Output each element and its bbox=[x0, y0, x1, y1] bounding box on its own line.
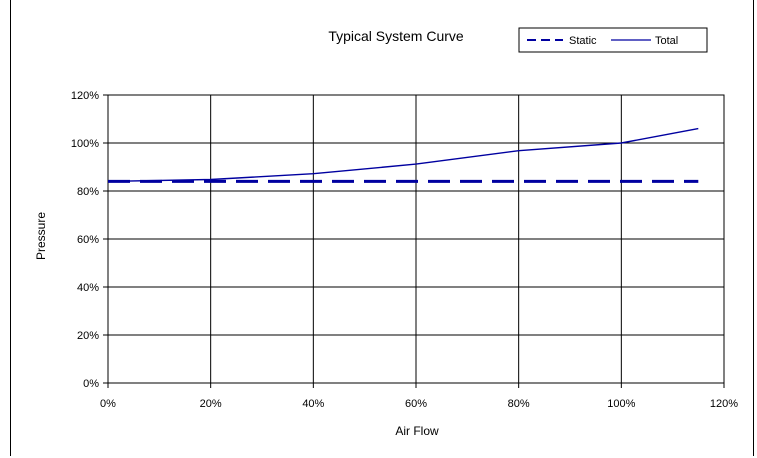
chart-title: Typical System Curve bbox=[328, 28, 464, 44]
legend-static-label: Static bbox=[569, 35, 597, 47]
y-tick-label: 0% bbox=[83, 378, 99, 390]
series-line-total bbox=[107, 127, 699, 183]
x-tick-label: 0% bbox=[100, 398, 116, 410]
legend-total-label: Total bbox=[655, 35, 678, 47]
y-tick-label: 100% bbox=[71, 138, 99, 150]
y-tick-label: 60% bbox=[77, 234, 99, 246]
x-tick-label: 40% bbox=[302, 398, 324, 410]
grid bbox=[103, 94, 725, 388]
tick-labels: 0% 20% 40% 60% 80% 100% 120% 0% 20% 40% 60% 80% 100%… bbox=[71, 90, 738, 410]
y-tick-label: 80% bbox=[77, 186, 99, 198]
y-tick-label: 40% bbox=[77, 282, 99, 294]
chart-frame: Typical System Curve Static Total 0% 20% 4… bbox=[10, 0, 754, 456]
legend: Static Total bbox=[518, 27, 708, 53]
y-axis-label: Pressure bbox=[34, 212, 48, 260]
x-tick-label: 120% bbox=[710, 398, 738, 410]
y-tick-label: 120% bbox=[71, 90, 99, 102]
x-axis-label: Air Flow bbox=[395, 424, 439, 438]
x-tick-label: 80% bbox=[508, 398, 530, 410]
series bbox=[107, 127, 699, 183]
x-tick-label: 100% bbox=[607, 398, 635, 410]
system-curve-chart: Typical System Curve Static Total 0% 20% 4… bbox=[34, 27, 738, 438]
x-tick-label: 60% bbox=[405, 398, 427, 410]
y-tick-label: 20% bbox=[77, 330, 99, 342]
x-tick-label: 20% bbox=[200, 398, 222, 410]
